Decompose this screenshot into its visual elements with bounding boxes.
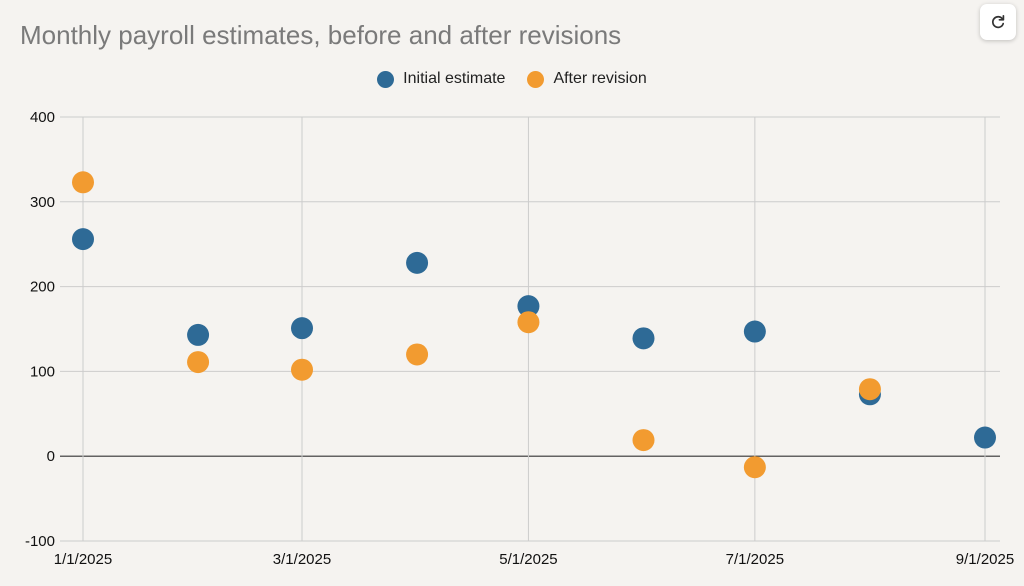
data-point-initial [517, 295, 540, 318]
data-point-revised [858, 378, 881, 401]
data-point-revised [187, 351, 210, 374]
y-tick-label: 300 [30, 194, 55, 211]
data-point-initial [291, 317, 314, 340]
data-point-initial [406, 251, 429, 274]
x-tick-label: 7/1/2025 [726, 551, 784, 568]
y-tick-label: -100 [25, 533, 55, 550]
data-point-initial [743, 320, 766, 343]
y-tick-label: 0 [47, 448, 55, 465]
x-tick-label: 3/1/2025 [273, 551, 331, 568]
y-tick-label: 100 [30, 363, 55, 380]
data-point-revised [743, 456, 766, 479]
legend-swatch-initial [377, 70, 395, 88]
chart-title: Monthly payroll estimates, before and af… [20, 20, 622, 50]
data-point-initial [632, 327, 655, 350]
x-tick-label: 9/1/2025 [956, 551, 1014, 568]
legend-swatch-revised [527, 70, 545, 88]
x-tick-label: 1/1/2025 [54, 551, 112, 568]
legend-item-initial[interactable]: Initial estimate [377, 70, 505, 88]
data-point-revised [406, 343, 429, 366]
data-point-revised [291, 358, 314, 381]
refresh-button[interactable] [980, 4, 1016, 40]
legend-label-revised: After revision [553, 70, 647, 87]
y-tick-label: 400 [30, 109, 55, 126]
refresh-icon [991, 14, 1005, 29]
data-point-revised [632, 429, 655, 452]
x-tick-label: 5/1/2025 [499, 551, 557, 568]
chart-legend: Initial estimate After revision [0, 70, 1024, 88]
legend-item-revised[interactable]: After revision [527, 70, 647, 88]
data-point-initial [187, 323, 210, 346]
legend-label-initial: Initial estimate [403, 70, 506, 87]
data-point-revised [72, 171, 94, 194]
data-point-revised [517, 311, 540, 334]
data-point-initial [974, 426, 996, 449]
y-tick-label: 200 [30, 279, 55, 296]
data-point-initial [72, 228, 94, 251]
